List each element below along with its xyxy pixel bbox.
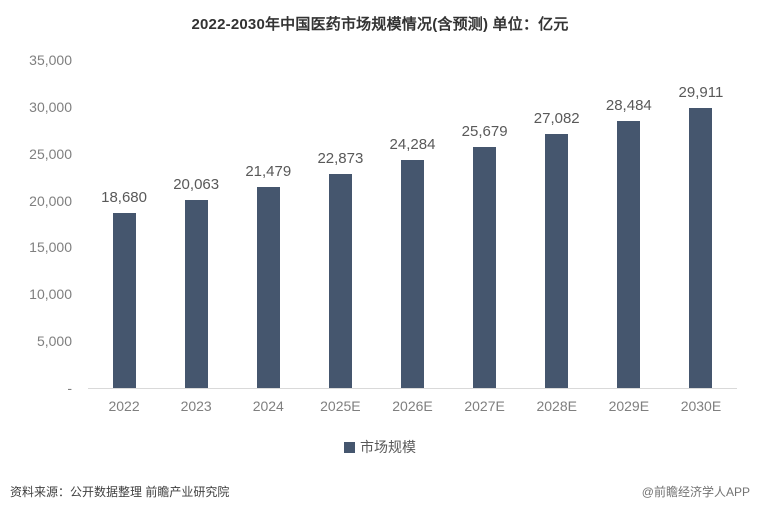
footer: 资料来源：公开数据整理 前瞻产业研究院 @前瞻经济学人APP: [0, 483, 760, 500]
y-tick-label: 35,000: [29, 52, 72, 68]
bar-value-label: 24,284: [389, 136, 436, 154]
bar: [473, 147, 497, 388]
x-tick-label: 2030E: [680, 398, 722, 414]
y-tick-label: 5,000: [36, 333, 72, 350]
bar-value-label: 27,082: [533, 110, 580, 128]
bar: [689, 107, 713, 388]
chart-title: 2022-2030年中国医药市场规模情况(含预测) 单位：亿元: [191, 16, 569, 33]
watermark-text: @前瞻经济学人APP: [641, 485, 750, 499]
y-tick-label: 10,000: [29, 286, 72, 303]
bar: [184, 199, 208, 388]
legend-marker-square: [344, 441, 355, 453]
legend-label: 市场规模: [360, 439, 416, 455]
x-tick-label: 2025E: [320, 398, 361, 414]
x-tick-label: 2027E: [464, 398, 505, 414]
bar: [256, 186, 280, 388]
bar-value-label: 18,680: [101, 188, 147, 206]
data-source-text: 资料来源：公开数据整理 前瞻产业研究院: [10, 485, 230, 499]
y-tick-label: 20,000: [29, 192, 72, 209]
x-tick-label: 2023: [180, 398, 212, 414]
bar: [112, 212, 136, 388]
bar-value-label: 28,484: [605, 97, 652, 115]
bar-value-label: 20,063: [173, 175, 220, 193]
bar-value-label: 29,911: [678, 83, 724, 101]
y-tick-label: 25,000: [29, 145, 72, 162]
x-tick-label: 2026E: [392, 398, 433, 414]
y-tick-label: -: [67, 380, 72, 396]
y-tick-label: 30,000: [29, 98, 72, 115]
bar: [545, 134, 569, 388]
y-tick-label: 15,000: [29, 239, 72, 256]
bar-value-label: 21,479: [245, 162, 292, 180]
bar: [401, 160, 424, 388]
x-tick-label: 2022: [108, 398, 140, 414]
bar-value-label: 25,679: [461, 123, 508, 141]
x-tick-label: 2024: [252, 398, 284, 414]
bar-value-label: 22,873: [317, 149, 364, 167]
bar: [617, 121, 641, 388]
legend: 市场规模: [0, 437, 760, 457]
x-axis-line: [88, 388, 737, 389]
x-tick-label: 2029E: [608, 398, 650, 414]
x-tick-label: 2028E: [536, 398, 577, 414]
bar: [328, 173, 352, 388]
